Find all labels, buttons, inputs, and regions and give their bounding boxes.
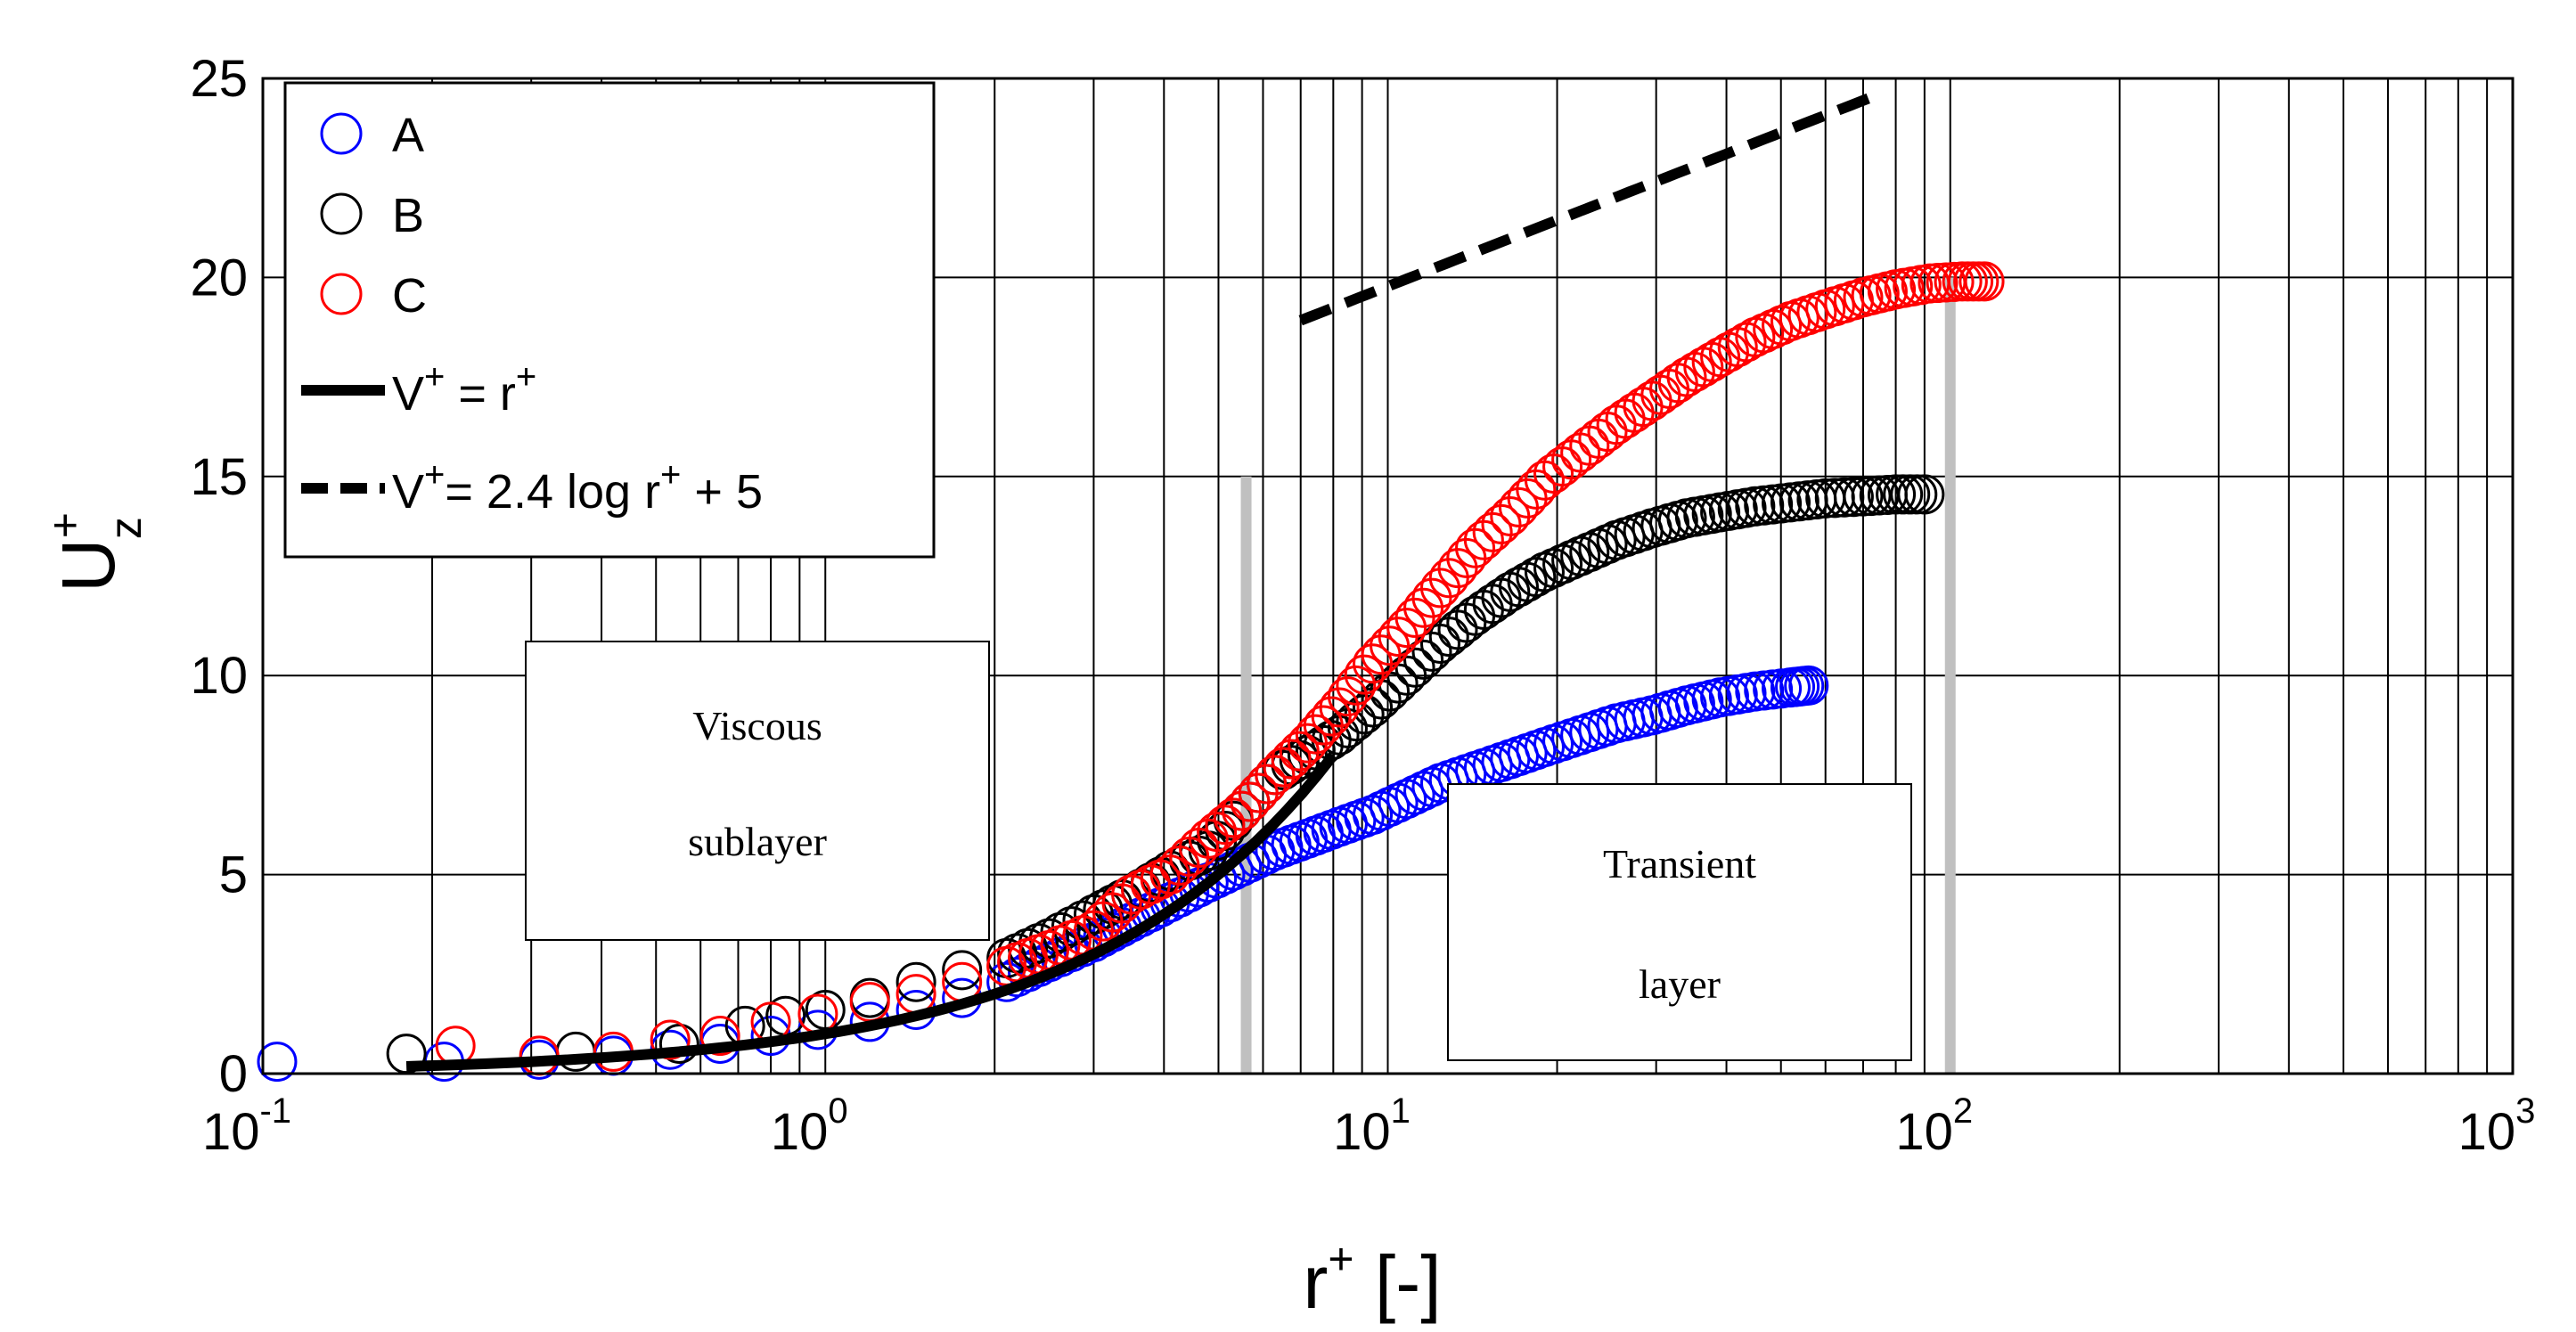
data-point-C <box>1263 747 1304 788</box>
data-point-B <box>1370 671 1411 712</box>
data-point-C <box>1735 316 1776 357</box>
data-point-C <box>1753 308 1794 349</box>
viscous-sublayer-line <box>405 751 1338 1072</box>
data-point-B <box>658 1023 699 1064</box>
data-point-B <box>1353 687 1394 728</box>
legend-marker <box>320 112 363 155</box>
data-point-C <box>1744 313 1785 354</box>
data-point-B <box>1587 524 1628 565</box>
data-point-B <box>1533 548 1574 589</box>
legend-item-1: A <box>320 109 424 162</box>
data-point-C <box>1188 818 1229 859</box>
data-point-A <box>257 1042 298 1083</box>
data-point-C <box>1311 696 1352 737</box>
data-point-C <box>1762 305 1803 346</box>
transient-layer-label-line: Transient <box>1603 841 1756 887</box>
data-point-C <box>1726 322 1767 363</box>
log-law-line <box>1298 88 1883 326</box>
data-point-C <box>1271 739 1312 780</box>
data-point-B <box>1824 477 1865 518</box>
data-point-C <box>1279 731 1320 772</box>
legend-label: V+ = r+ <box>392 357 536 421</box>
legend-label: A <box>392 109 424 162</box>
data-series <box>257 261 2005 1083</box>
data-point-C <box>1336 665 1377 706</box>
data-point-A <box>1370 787 1411 828</box>
reference-lines <box>405 88 1883 1072</box>
transient-layer-label-line: layer <box>1639 961 1721 1007</box>
data-point-B <box>849 977 890 1018</box>
data-point-B <box>1051 906 1092 947</box>
legend-item-4: V+ = r+ <box>301 357 536 421</box>
x-tick-label: 10-1 <box>202 1091 291 1161</box>
data-point-C <box>1327 676 1368 717</box>
data-point-B <box>1411 631 1452 672</box>
series-C <box>435 261 2005 1076</box>
viscous-sublayer-label-line: sublayer <box>688 819 827 864</box>
data-point-C <box>699 1016 740 1057</box>
data-point-C <box>1130 864 1171 905</box>
data-point-B <box>1542 543 1583 584</box>
legend: ABC V+ = r+ V+= 2.4 log r+ + 5 <box>283 81 936 559</box>
data-point-C <box>1197 812 1238 853</box>
x-tick-label: 101 <box>1333 1091 1411 1161</box>
data-point-B <box>1904 474 1945 515</box>
annotations: Viscous sublayer Transient layer <box>525 641 1912 1061</box>
y-tick-label: 0 <box>219 1045 248 1103</box>
data-point-A <box>1361 790 1402 831</box>
y-tick-label: 25 <box>190 50 248 108</box>
transient-layer-label-box <box>1447 783 1912 1061</box>
series-A <box>257 665 1829 1083</box>
data-point-C <box>1247 764 1288 805</box>
data-point-B <box>1516 557 1557 598</box>
data-point-A <box>1788 665 1829 706</box>
viscous-sublayer-label-line: Viscous <box>692 703 822 748</box>
data-point-C <box>1213 797 1254 838</box>
x-tick-label: 103 <box>2458 1091 2536 1161</box>
data-point-B <box>1524 552 1565 592</box>
legend-item-5: V+= 2.4 log r+ + 5 <box>301 455 763 519</box>
plot-frame <box>261 77 2515 1075</box>
legend-label: C <box>392 269 427 323</box>
x-axis-ticks: 10-1 100 101 102 103 <box>202 1091 2535 1161</box>
legend-item-3: C <box>320 269 427 323</box>
layer-boundaries <box>1240 277 1956 1074</box>
legend-marker <box>320 192 363 235</box>
data-point-C <box>650 1019 691 1060</box>
data-point-B <box>1378 663 1419 704</box>
data-point-C <box>1964 261 2005 302</box>
legend-label: V+= 2.4 log r+ + 5 <box>392 455 763 519</box>
data-point-B <box>1578 527 1619 568</box>
data-point-C <box>1205 805 1246 846</box>
transient-layer-label: Transient layer <box>1447 783 1912 1061</box>
data-point-B <box>1336 701 1377 742</box>
data-point-B <box>942 950 983 991</box>
x-axis-title: r+ [-] <box>1303 1234 1441 1324</box>
legend-label: B <box>392 189 424 242</box>
data-point-C <box>1255 755 1296 796</box>
data-point-A <box>1353 795 1394 836</box>
legend-marker <box>320 273 363 315</box>
legend-item-2: B <box>320 189 424 242</box>
legend-box <box>283 81 936 559</box>
y-tick-label: 20 <box>190 249 248 306</box>
data-point-B <box>1403 639 1444 680</box>
y-tick-label: 5 <box>219 846 248 904</box>
x-tick-label: 100 <box>771 1091 848 1161</box>
y-tick-label: 15 <box>190 448 248 506</box>
data-point-B <box>1833 477 1874 518</box>
data-point-B <box>1569 532 1610 573</box>
data-point-B <box>1560 535 1601 576</box>
y-tick-label: 10 <box>190 647 248 705</box>
y-axis-title: U+ z <box>40 512 151 592</box>
y-axis-ticks: 0 5 10 15 20 25 <box>190 50 248 1103</box>
viscous-sublayer-label-box <box>525 641 990 941</box>
data-point-B <box>1551 540 1592 581</box>
data-point-C <box>1319 687 1360 728</box>
data-point-B <box>895 961 936 1002</box>
x-tick-label: 102 <box>1895 1091 1973 1161</box>
viscous-sublayer-label: Viscous sublayer <box>525 641 990 941</box>
